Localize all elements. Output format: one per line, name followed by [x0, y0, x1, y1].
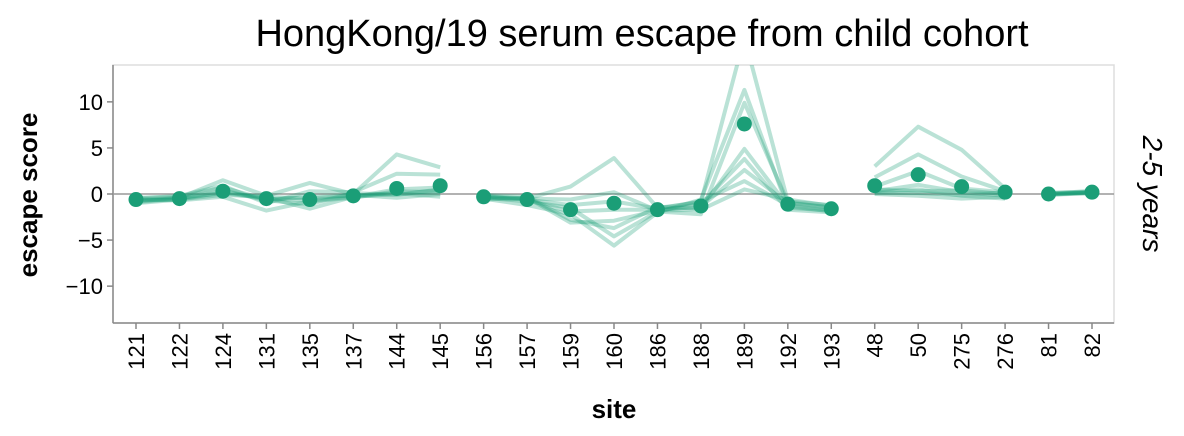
mean-point-131[interactable] [258, 191, 274, 207]
series-lines [135, 65, 1093, 248]
x-tick-label: 188 [689, 333, 714, 370]
series-line-1-group-0 [135, 171, 441, 206]
mean-point-193[interactable] [823, 201, 839, 217]
series-line-1-group-2 [873, 152, 1006, 194]
y-tick-label: 0 [91, 182, 103, 207]
x-tick-label: 131 [254, 333, 279, 370]
x-tick-label: 156 [472, 333, 497, 370]
series-line-0-group-2 [873, 124, 1007, 190]
series-line-4-group-2 [874, 187, 1006, 201]
x-tick-label: 145 [428, 333, 453, 370]
x-tick-label: 81 [1037, 333, 1062, 357]
x-tick-label: 160 [602, 333, 627, 370]
x-tick-label: 276 [993, 333, 1018, 370]
y-tick-label: −10 [66, 274, 103, 299]
x-tick-label: 193 [819, 333, 844, 370]
series-line-5-group-0 [135, 185, 441, 202]
x-tick-label: 159 [559, 333, 584, 370]
mean-point-145[interactable] [432, 178, 448, 194]
x-axis: 121 122 124 131 135 137 144 145 156 157 159 160 186 1… [113, 322, 1114, 370]
series-line-0-group-0 [135, 152, 441, 204]
y-axis-title: escape score [13, 113, 43, 278]
x-axis-title: site [592, 394, 637, 424]
mean-point-157[interactable] [519, 192, 535, 208]
x-tick-label: 122 [167, 333, 192, 370]
mean-point-48[interactable] [867, 178, 883, 194]
x-tick-label: 144 [385, 333, 410, 370]
x-tick-label: 192 [776, 333, 801, 370]
mean-point-275[interactable] [954, 179, 970, 195]
mean-point-192[interactable] [780, 196, 796, 212]
mean-point-186[interactable] [649, 202, 665, 218]
mean-point-50[interactable] [910, 167, 926, 183]
mean-point-82[interactable] [1084, 184, 1100, 200]
mean-point-121[interactable] [128, 192, 144, 208]
facet-label: 2-5 years [1137, 135, 1168, 253]
mean-point-188[interactable] [693, 198, 709, 214]
mean-point-159[interactable] [563, 202, 579, 218]
y-tick-label: 10 [79, 90, 103, 115]
mean-point-156[interactable] [476, 189, 492, 205]
series-line-5-group-2 [874, 187, 1006, 196]
mean-point-137[interactable] [345, 188, 361, 204]
mean-point-160[interactable] [606, 195, 622, 211]
series-line-7-group-2 [874, 192, 1006, 201]
series-line-6-group-2 [874, 190, 1006, 197]
chart-title: HongKong/19 serum escape from child coho… [255, 13, 1029, 55]
x-tick-label: 137 [341, 333, 366, 370]
mean-point-135[interactable] [302, 192, 318, 208]
x-tick-label: 50 [906, 333, 931, 357]
mean-point-124[interactable] [215, 183, 231, 199]
y-tick-label: 5 [91, 136, 103, 161]
x-tick-label: 124 [211, 333, 236, 370]
x-tick-label: 48 [863, 333, 888, 357]
x-tick-label: 157 [515, 333, 540, 370]
x-tick-label: 275 [950, 333, 975, 370]
mean-point-122[interactable] [171, 191, 187, 207]
y-axis: 10 5 0 −5 −10 [66, 65, 114, 323]
x-tick-label: 121 [124, 333, 149, 370]
mean-points [128, 116, 1100, 218]
mean-point-276[interactable] [997, 184, 1013, 200]
y-tick-label: −5 [78, 228, 103, 253]
mean-point-81[interactable] [1041, 186, 1057, 202]
x-tick-label: 189 [732, 333, 757, 370]
x-tick-label: 135 [298, 333, 323, 370]
mean-point-144[interactable] [389, 180, 405, 196]
x-tick-label: 82 [1080, 333, 1105, 357]
series-line-2-group-2 [874, 169, 1006, 195]
mean-point-189[interactable] [736, 116, 752, 132]
x-tick-label: 186 [645, 333, 670, 370]
series-line-3-group-2 [874, 182, 1006, 198]
